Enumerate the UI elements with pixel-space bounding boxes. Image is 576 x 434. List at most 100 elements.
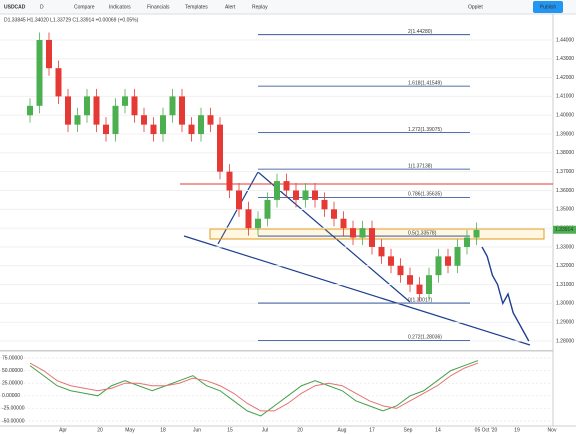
fib-label: 1(1.37138) [408, 163, 433, 169]
x-tick-label: 15 [227, 427, 233, 433]
trendline [257, 171, 411, 303]
x-tick-label: 17 [369, 427, 375, 433]
y-tick-label: 1.40000 [556, 113, 574, 119]
candle-body [169, 96, 176, 116]
x-tick-label: Jun [193, 427, 201, 433]
last-price-tag [553, 225, 576, 234]
fib-label: 1.618(1.41549) [408, 80, 442, 86]
candle-body [74, 115, 81, 125]
toolbar-button[interactable]: Replay [252, 4, 268, 10]
x-tick-label: Sep [404, 427, 413, 433]
fib-label: 0(1.30017) [408, 297, 433, 303]
x-tick-label: 18 [160, 427, 166, 433]
candle-body [302, 190, 309, 200]
y-tick-label: 1.32000 [556, 263, 574, 269]
oscillator-line [29, 360, 479, 417]
candle-body [179, 96, 185, 125]
y-tick-label: 1.41000 [556, 94, 574, 100]
candle-body [473, 230, 480, 238]
candle-body [388, 256, 394, 266]
y-tick-label: 1.43000 [556, 56, 574, 62]
candle-body [331, 209, 337, 219]
y-tick-label: 1.36000 [556, 188, 574, 194]
candle-body [321, 199, 328, 210]
pane-separator [0, 350, 553, 352]
candle-body [397, 265, 404, 276]
y-tick-label: 75.00000 [2, 355, 23, 361]
last-price-label: 1.33914 [555, 227, 573, 233]
candle-body [236, 190, 242, 210]
account[interactable]: Opplet [468, 4, 483, 10]
candle-body [141, 115, 147, 125]
candle-body [27, 105, 33, 116]
y-tick-label: 0.00000 [2, 393, 20, 399]
toolbar-button[interactable]: Compare [74, 4, 95, 10]
y-tick-label: 50.00000 [2, 368, 23, 374]
candle-body [188, 124, 195, 135]
toolbar-button[interactable]: Templates [185, 4, 208, 10]
fib-label: 2(1.44280) [408, 29, 433, 35]
y-tick-label: 1.30000 [556, 301, 574, 307]
y-tick-label: 1.28000 [556, 338, 574, 344]
candle-body [46, 39, 52, 69]
candle-body [445, 256, 451, 266]
candle-body [293, 190, 299, 200]
candle-body [378, 246, 385, 257]
x-tick-label: 19 [514, 427, 520, 433]
candle-body [84, 96, 90, 116]
candle-body [416, 284, 423, 294]
y-tick-label: -25.00000 [2, 406, 25, 412]
trendline [183, 235, 531, 346]
y-tick-label: 1.38000 [556, 150, 574, 156]
candle-body [122, 96, 128, 106]
candle-body [93, 96, 100, 125]
candle-body [65, 96, 71, 125]
candle-body [350, 228, 356, 238]
x-tick-label: 05 Oct '20 [475, 427, 498, 433]
y-tick-label: 1.31000 [556, 282, 574, 288]
candle-body [454, 246, 461, 266]
candle-body [359, 228, 366, 238]
y-tick-label: 1.44000 [556, 37, 574, 43]
publish-label[interactable]: Publish [540, 4, 557, 10]
x-tick-label: 20 [297, 427, 303, 433]
candle-body [103, 124, 109, 135]
candle-body [36, 39, 43, 106]
toolbar-button[interactable]: Alert [225, 4, 236, 10]
candle-body [426, 275, 432, 294]
candle-body [207, 115, 214, 125]
y-tick-label: 1.35000 [556, 207, 574, 213]
fib-label: 0.786(1.35635) [408, 192, 442, 198]
fib-label: 0.5(1.33578) [408, 230, 437, 236]
candle-body [112, 105, 119, 135]
candle-body [160, 115, 166, 135]
candle-body [340, 218, 347, 229]
y-tick-label: 1.29000 [556, 320, 574, 326]
symbol[interactable]: USDCAD [4, 4, 26, 10]
y-tick-label: 1.33000 [556, 244, 574, 250]
toolbar [0, 0, 576, 14]
x-tick-label: Nov [548, 427, 557, 433]
x-tick-label: May [125, 427, 135, 433]
candle-body [198, 115, 204, 135]
x-tick-label: 14 [435, 427, 441, 433]
y-tick-label: 25.00000 [2, 381, 23, 387]
toolbar-button[interactable]: Financials [147, 4, 170, 10]
candle-body [464, 237, 470, 247]
candle-body [226, 171, 233, 191]
toolbar-button[interactable]: Indicators [109, 4, 131, 10]
candle-body [407, 275, 413, 285]
x-tick-label: Apr [59, 427, 67, 433]
x-tick-label: Aug [338, 427, 347, 433]
candle-body [150, 124, 157, 135]
interval[interactable]: D [40, 4, 44, 10]
publish-button[interactable] [533, 1, 563, 13]
fib-label: 0.272(1.28036) [408, 335, 442, 341]
x-tick-label: Jul [262, 427, 268, 433]
candle-body [264, 199, 271, 219]
y-tick-label: 1.37000 [556, 169, 574, 175]
candle-body [435, 256, 442, 276]
y-tick-label: -50.00000 [2, 418, 25, 424]
